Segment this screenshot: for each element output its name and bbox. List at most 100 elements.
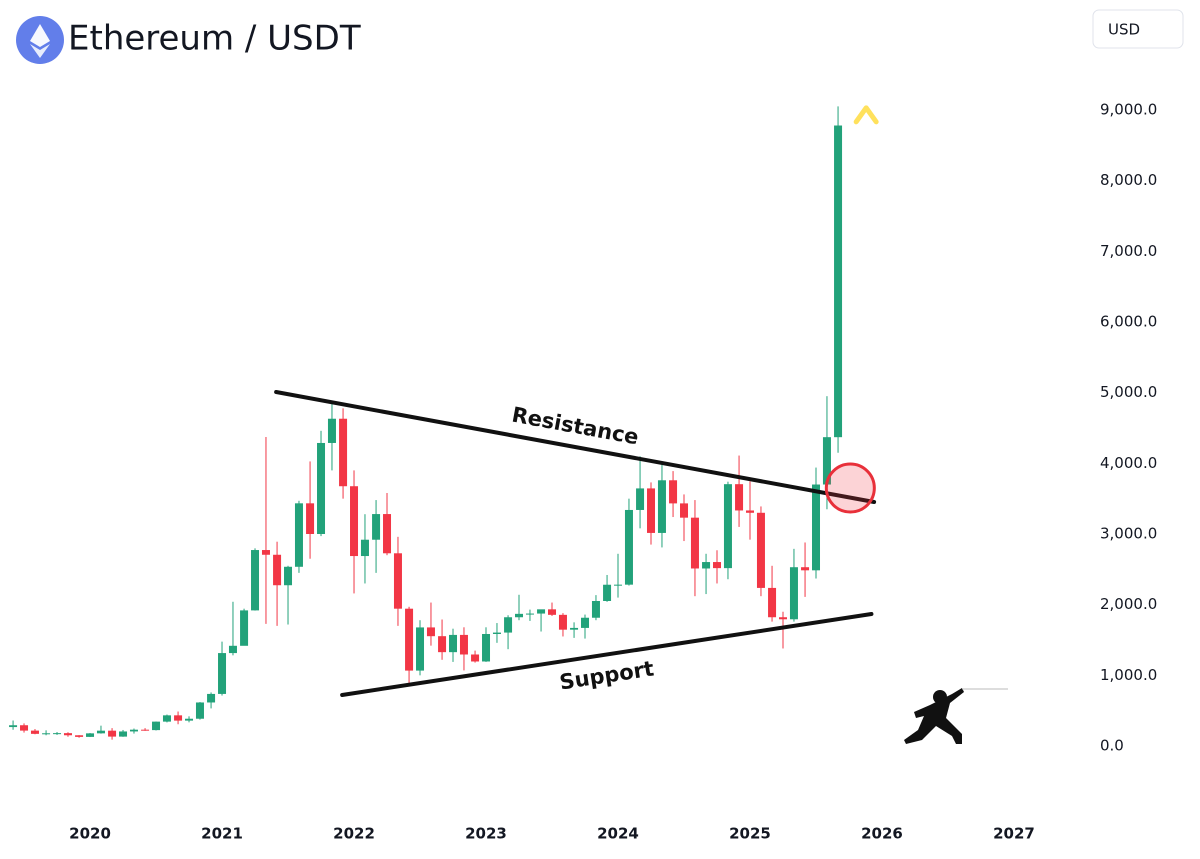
candle-body — [108, 730, 117, 737]
candle-body — [438, 636, 447, 653]
candle-body — [372, 514, 381, 540]
candle-body — [680, 503, 689, 518]
candle-body — [284, 566, 293, 586]
eth-logo-bottom — [30, 44, 50, 58]
candle-body — [86, 733, 95, 737]
candle-body — [812, 484, 821, 571]
candle-body — [426, 627, 435, 637]
candle-body — [548, 609, 557, 615]
candle-body — [558, 614, 567, 630]
x-tick-label: 2025 — [729, 825, 771, 843]
candle-body — [306, 503, 315, 534]
candle-body — [273, 554, 282, 586]
candle-body — [96, 730, 105, 734]
candle-body — [492, 632, 501, 634]
candle-body — [723, 484, 732, 569]
candle-body — [636, 488, 645, 510]
candle-body — [603, 584, 612, 601]
candle-body — [63, 733, 72, 736]
candle-body — [53, 733, 62, 735]
candle-body — [834, 125, 843, 438]
candle-body — [669, 480, 678, 504]
candle-body — [129, 729, 138, 732]
currency-button[interactable] — [1092, 9, 1184, 49]
candle-body — [515, 613, 524, 618]
candle-body — [20, 725, 29, 731]
candle-body — [360, 539, 369, 557]
candle-body — [416, 627, 425, 671]
candle-body — [756, 512, 765, 588]
candle-body — [185, 718, 194, 721]
candle-body — [449, 634, 458, 653]
target-arrow-head — [853, 105, 879, 125]
candle-body — [383, 514, 392, 554]
candle-body — [251, 550, 260, 611]
candle-body — [30, 730, 39, 734]
x-tick-label: 2027 — [993, 825, 1035, 843]
candle-body — [261, 550, 270, 555]
chart-title: Ethereum / USDT — [68, 19, 361, 59]
candle-body — [713, 562, 722, 569]
candle-body — [42, 733, 51, 735]
candle-body — [735, 484, 744, 511]
trendline — [274, 390, 877, 504]
y-tick-label: 6,000.0 — [1100, 312, 1157, 330]
candle-body — [801, 567, 810, 571]
candle-body — [570, 627, 579, 630]
candle-body — [119, 731, 128, 737]
x-tick-label: 2022 — [333, 825, 375, 843]
candle-body — [459, 634, 468, 655]
candle-body — [174, 715, 183, 721]
y-tick-label: 2,000.0 — [1100, 595, 1157, 613]
candle-body — [482, 633, 491, 662]
candle-body — [779, 617, 788, 620]
trendline-label: Resistance — [510, 403, 641, 450]
x-tick-label: 2023 — [465, 825, 507, 843]
candle-body — [240, 610, 249, 646]
candle-body — [9, 725, 18, 728]
y-tick-label: 0.0 — [1100, 737, 1124, 755]
candle-body — [614, 584, 623, 586]
candle-body — [350, 486, 359, 557]
x-tick-label: 2020 — [69, 825, 111, 843]
candle-body — [471, 654, 480, 662]
candle-body — [218, 653, 227, 694]
candle-body — [789, 567, 798, 620]
breakout-highlight — [824, 462, 876, 514]
x-tick-label: 2021 — [201, 825, 243, 843]
candle-body — [746, 510, 755, 513]
candle-body — [581, 617, 590, 628]
trendline — [340, 611, 874, 697]
candle-body — [657, 480, 666, 533]
y-tick-label: 1,000.0 — [1100, 666, 1157, 684]
trendline-label: Support — [558, 656, 656, 694]
y-tick-label: 7,000.0 — [1100, 242, 1157, 260]
candle-body — [339, 418, 348, 487]
candle-body — [141, 729, 150, 731]
candle-body — [393, 553, 402, 609]
candle-body — [537, 609, 546, 614]
currency-label[interactable]: USD — [1108, 21, 1140, 39]
candle-body — [327, 418, 336, 443]
candle-body — [405, 608, 414, 671]
candle-body — [822, 437, 831, 485]
y-tick-label: 4,000.0 — [1100, 454, 1157, 472]
candle-body — [504, 617, 513, 633]
y-tick-label: 8,000.0 — [1100, 171, 1157, 189]
y-tick-label: 3,000.0 — [1100, 524, 1157, 542]
eth-logo-top — [30, 24, 50, 47]
candle-body — [294, 503, 303, 567]
candle-body — [228, 645, 237, 654]
y-tick-label: 9,000.0 — [1100, 100, 1157, 118]
candle-body — [702, 562, 711, 569]
candle-body — [75, 735, 84, 737]
candle-body — [207, 693, 216, 703]
candle-body — [195, 702, 204, 719]
fencer-icon — [904, 688, 1008, 744]
candle-body — [624, 509, 633, 585]
candle-body — [768, 587, 777, 618]
candle-body — [317, 442, 326, 534]
candle-body — [591, 600, 600, 618]
